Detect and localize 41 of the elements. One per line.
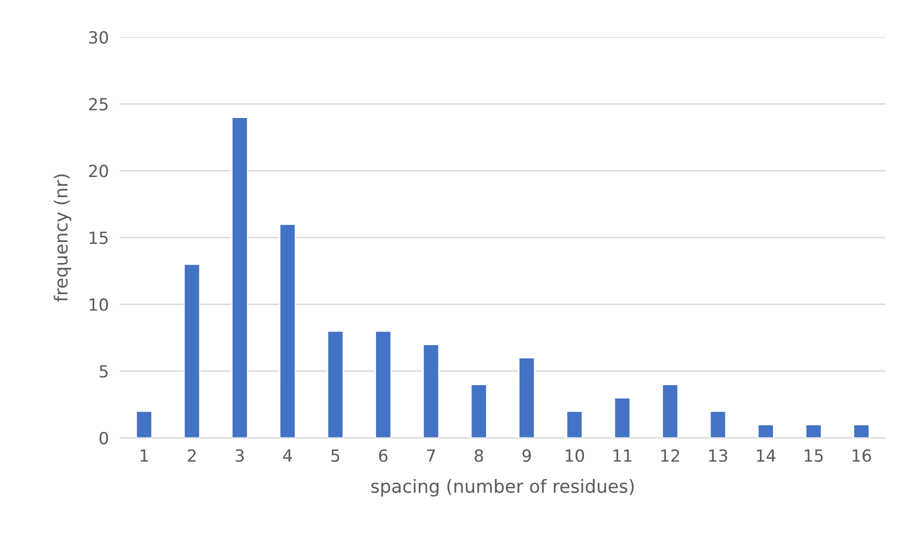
x-tick-label: 15 [804, 450, 823, 462]
bar [278, 223, 296, 438]
x-tick-label: 1 [140, 450, 148, 462]
x-tick-label: 10 [566, 449, 584, 462]
bar [518, 357, 536, 438]
y-tick-label: 15 [90, 232, 108, 244]
bar [422, 344, 440, 438]
y-tick-label: 10 [90, 298, 108, 311]
x-tick-label: 3 [236, 449, 244, 462]
bar [470, 384, 488, 438]
x-tick-label: 8 [474, 449, 484, 462]
x-tick-label: 11 [614, 450, 632, 462]
bar [757, 424, 774, 438]
bar [374, 330, 392, 438]
bar [231, 116, 248, 438]
x-tick-label: 7 [427, 450, 435, 462]
x-tick-label: 2 [188, 449, 196, 462]
x-tick-label: 9 [522, 449, 531, 462]
y-axis-title: frequency (nr) [54, 174, 72, 302]
bar [709, 410, 727, 438]
bar [614, 397, 631, 438]
bar [852, 424, 870, 438]
bar [805, 424, 822, 438]
bar [326, 330, 344, 438]
x-tick-label: 12 [661, 449, 680, 462]
bar [183, 264, 201, 438]
y-tick-label: 25 [89, 98, 108, 110]
bar [136, 410, 153, 438]
y-tick-label: 0 [100, 432, 108, 444]
y-tick-label: 30 [89, 31, 108, 44]
bar [662, 384, 679, 438]
y-tick-label: 20 [89, 164, 108, 178]
x-axis-title: spacing (number of residues) [371, 479, 634, 496]
x-tick-label: 4 [283, 450, 292, 462]
x-tick-label: 13 [709, 449, 728, 462]
x-tick-label: 6 [379, 449, 388, 462]
x-tick-label: 5 [331, 450, 340, 462]
y-tick-label: 5 [100, 365, 108, 378]
x-tick-label: 14 [757, 450, 776, 462]
x-tick-label: 16 [852, 449, 871, 462]
bar [566, 410, 584, 438]
